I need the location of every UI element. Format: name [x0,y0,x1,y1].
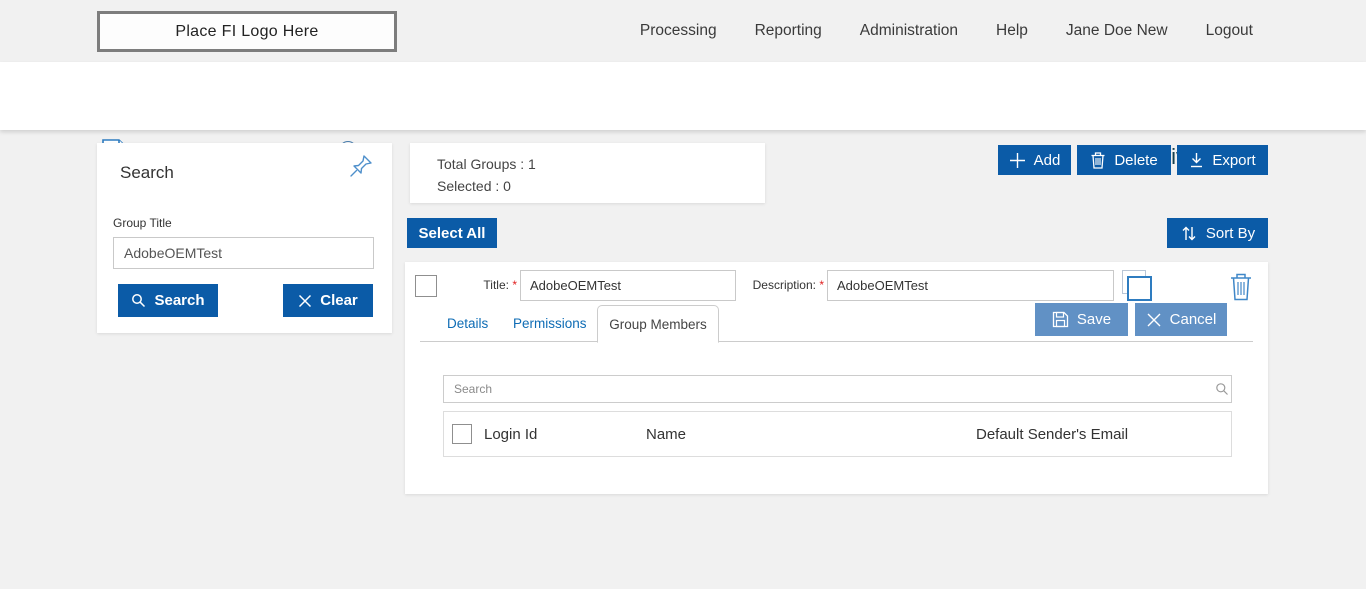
clear-button-label: Clear [320,292,358,309]
top-bar: Place FI Logo Here Processing Reporting … [0,0,1366,62]
search-icon [132,294,146,308]
total-groups-label: Total Groups : [437,156,525,172]
group-row-checkbox[interactable] [415,275,437,297]
sort-by-button[interactable]: Sort By [1167,218,1268,248]
title-field-label: Title: * [483,278,517,292]
nav-user-name[interactable]: Jane Doe New [1065,22,1168,39]
trash-icon [1091,152,1105,169]
top-navigation: Processing Reporting Administration Help… [640,0,1253,62]
total-groups-value: 1 [528,156,536,172]
cancel-button-label: Cancel [1169,311,1217,328]
delete-button-label: Delete [1114,151,1158,169]
member-search-icon[interactable] [1215,382,1229,396]
clear-button[interactable]: Clear [283,284,373,317]
title-input[interactable] [520,270,736,301]
nav-administration[interactable]: Administration [859,22,959,39]
group-title-label: Group Title [113,216,172,230]
fi-logo-text: Place FI Logo Here [175,22,319,40]
selected-label: Selected : [437,178,500,194]
export-button[interactable]: Export [1177,145,1268,175]
tabs-divider [420,341,1253,342]
save-button[interactable]: Save [1035,303,1128,336]
copy-icon[interactable] [1119,270,1153,304]
column-name: Name [646,426,687,443]
cancel-icon [1147,313,1161,326]
description-field-label: Description: * [752,278,824,292]
download-icon [1191,153,1203,168]
members-table-header: Login Id Name Default Sender's Email [443,411,1232,457]
export-button-label: Export [1212,151,1256,169]
selected-line: Selected : 0 [437,175,765,197]
fi-logo-placeholder: Place FI Logo Here [97,11,397,52]
group-row-card: Title: * Description: * Details Permissi… [405,262,1268,494]
sort-by-label: Sort By [1205,224,1256,242]
delete-button[interactable]: Delete [1077,145,1171,175]
copy-icon-front [1127,276,1152,301]
select-all-members-checkbox[interactable] [452,424,472,444]
column-default-senders-email: Default Sender's Email [976,426,1129,443]
total-groups-line: Total Groups : 1 [437,153,765,175]
save-button-label: Save [1076,311,1112,328]
add-button[interactable]: Add [998,145,1071,175]
summary-panel: Total Groups : 1 Selected : 0 [410,143,765,203]
search-button[interactable]: Search [118,284,218,317]
description-input[interactable] [827,270,1114,301]
tab-permissions[interactable]: Permissions [513,316,587,331]
required-asterisk: * [512,278,517,292]
column-login-id: Login Id [484,426,538,443]
nav-reporting[interactable]: Reporting [754,22,822,39]
search-button-label: Search [154,292,205,309]
add-button-label: Add [1033,151,1061,169]
member-search-input[interactable] [443,375,1232,403]
cancel-button[interactable]: Cancel [1135,303,1227,336]
search-panel: Search Group Title Search Clear [97,143,392,333]
page-header: Group Maintenance i Kinective Sign [0,62,1366,169]
group-title-input[interactable] [113,237,374,269]
tab-details[interactable]: Details [447,316,489,331]
search-panel-title: Search [120,163,174,182]
nav-help[interactable]: Help [996,22,1028,39]
close-icon [299,294,312,307]
plus-icon [1009,152,1025,168]
select-all-label: Select All [418,224,486,242]
sort-icon [1182,226,1196,240]
selected-value: 0 [503,178,511,194]
required-asterisk: * [819,278,824,292]
row-trash-icon[interactable] [1229,272,1253,301]
nav-logout[interactable]: Logout [1205,22,1253,39]
select-all-button[interactable]: Select All [407,218,497,248]
nav-processing[interactable]: Processing [639,22,717,39]
pin-icon[interactable] [348,153,374,179]
tab-group-members[interactable]: Group Members [597,305,719,343]
save-icon [1052,311,1069,328]
